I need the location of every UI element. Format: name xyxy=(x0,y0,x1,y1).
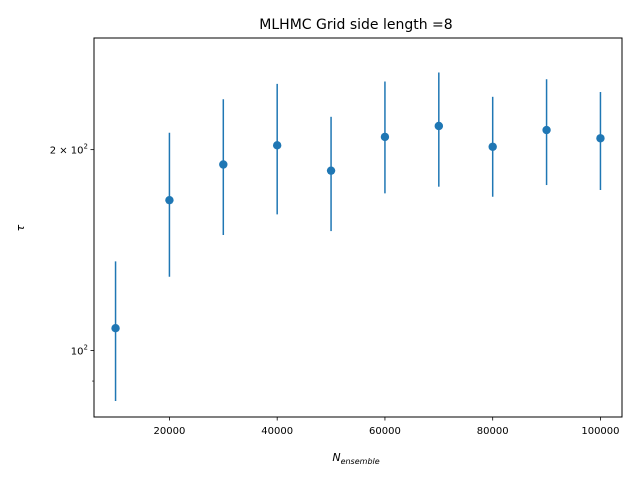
data-point xyxy=(434,121,444,131)
x-axis-label: Nensemble xyxy=(332,451,379,466)
data-point xyxy=(488,142,497,151)
y-axis-label: τ xyxy=(14,224,27,231)
data-point xyxy=(272,141,282,150)
data-point xyxy=(219,160,228,169)
x-axis: 20000 40000 60000 80000 100000 xyxy=(154,417,620,437)
data-point xyxy=(165,195,174,205)
x-tick-label: 100000 xyxy=(581,426,619,437)
data-point xyxy=(380,132,390,142)
x-tick-label: 20000 xyxy=(154,426,186,437)
x-tick-label: 80000 xyxy=(477,426,509,437)
y-axis: 102 2 × 102 xyxy=(50,143,94,382)
chart-title: MLHMC Grid side length =8 xyxy=(259,17,452,33)
data-point xyxy=(111,324,120,333)
plot-area xyxy=(111,72,605,402)
y-tick-label: 2 × 102 xyxy=(50,143,88,157)
y-tick-label: 102 xyxy=(71,344,88,358)
data-point xyxy=(596,134,605,143)
x-tick-label: 40000 xyxy=(261,426,293,437)
data-point xyxy=(326,166,336,175)
data-point xyxy=(542,125,551,135)
x-tick-label: 60000 xyxy=(369,426,401,437)
plot-frame xyxy=(93,37,623,418)
